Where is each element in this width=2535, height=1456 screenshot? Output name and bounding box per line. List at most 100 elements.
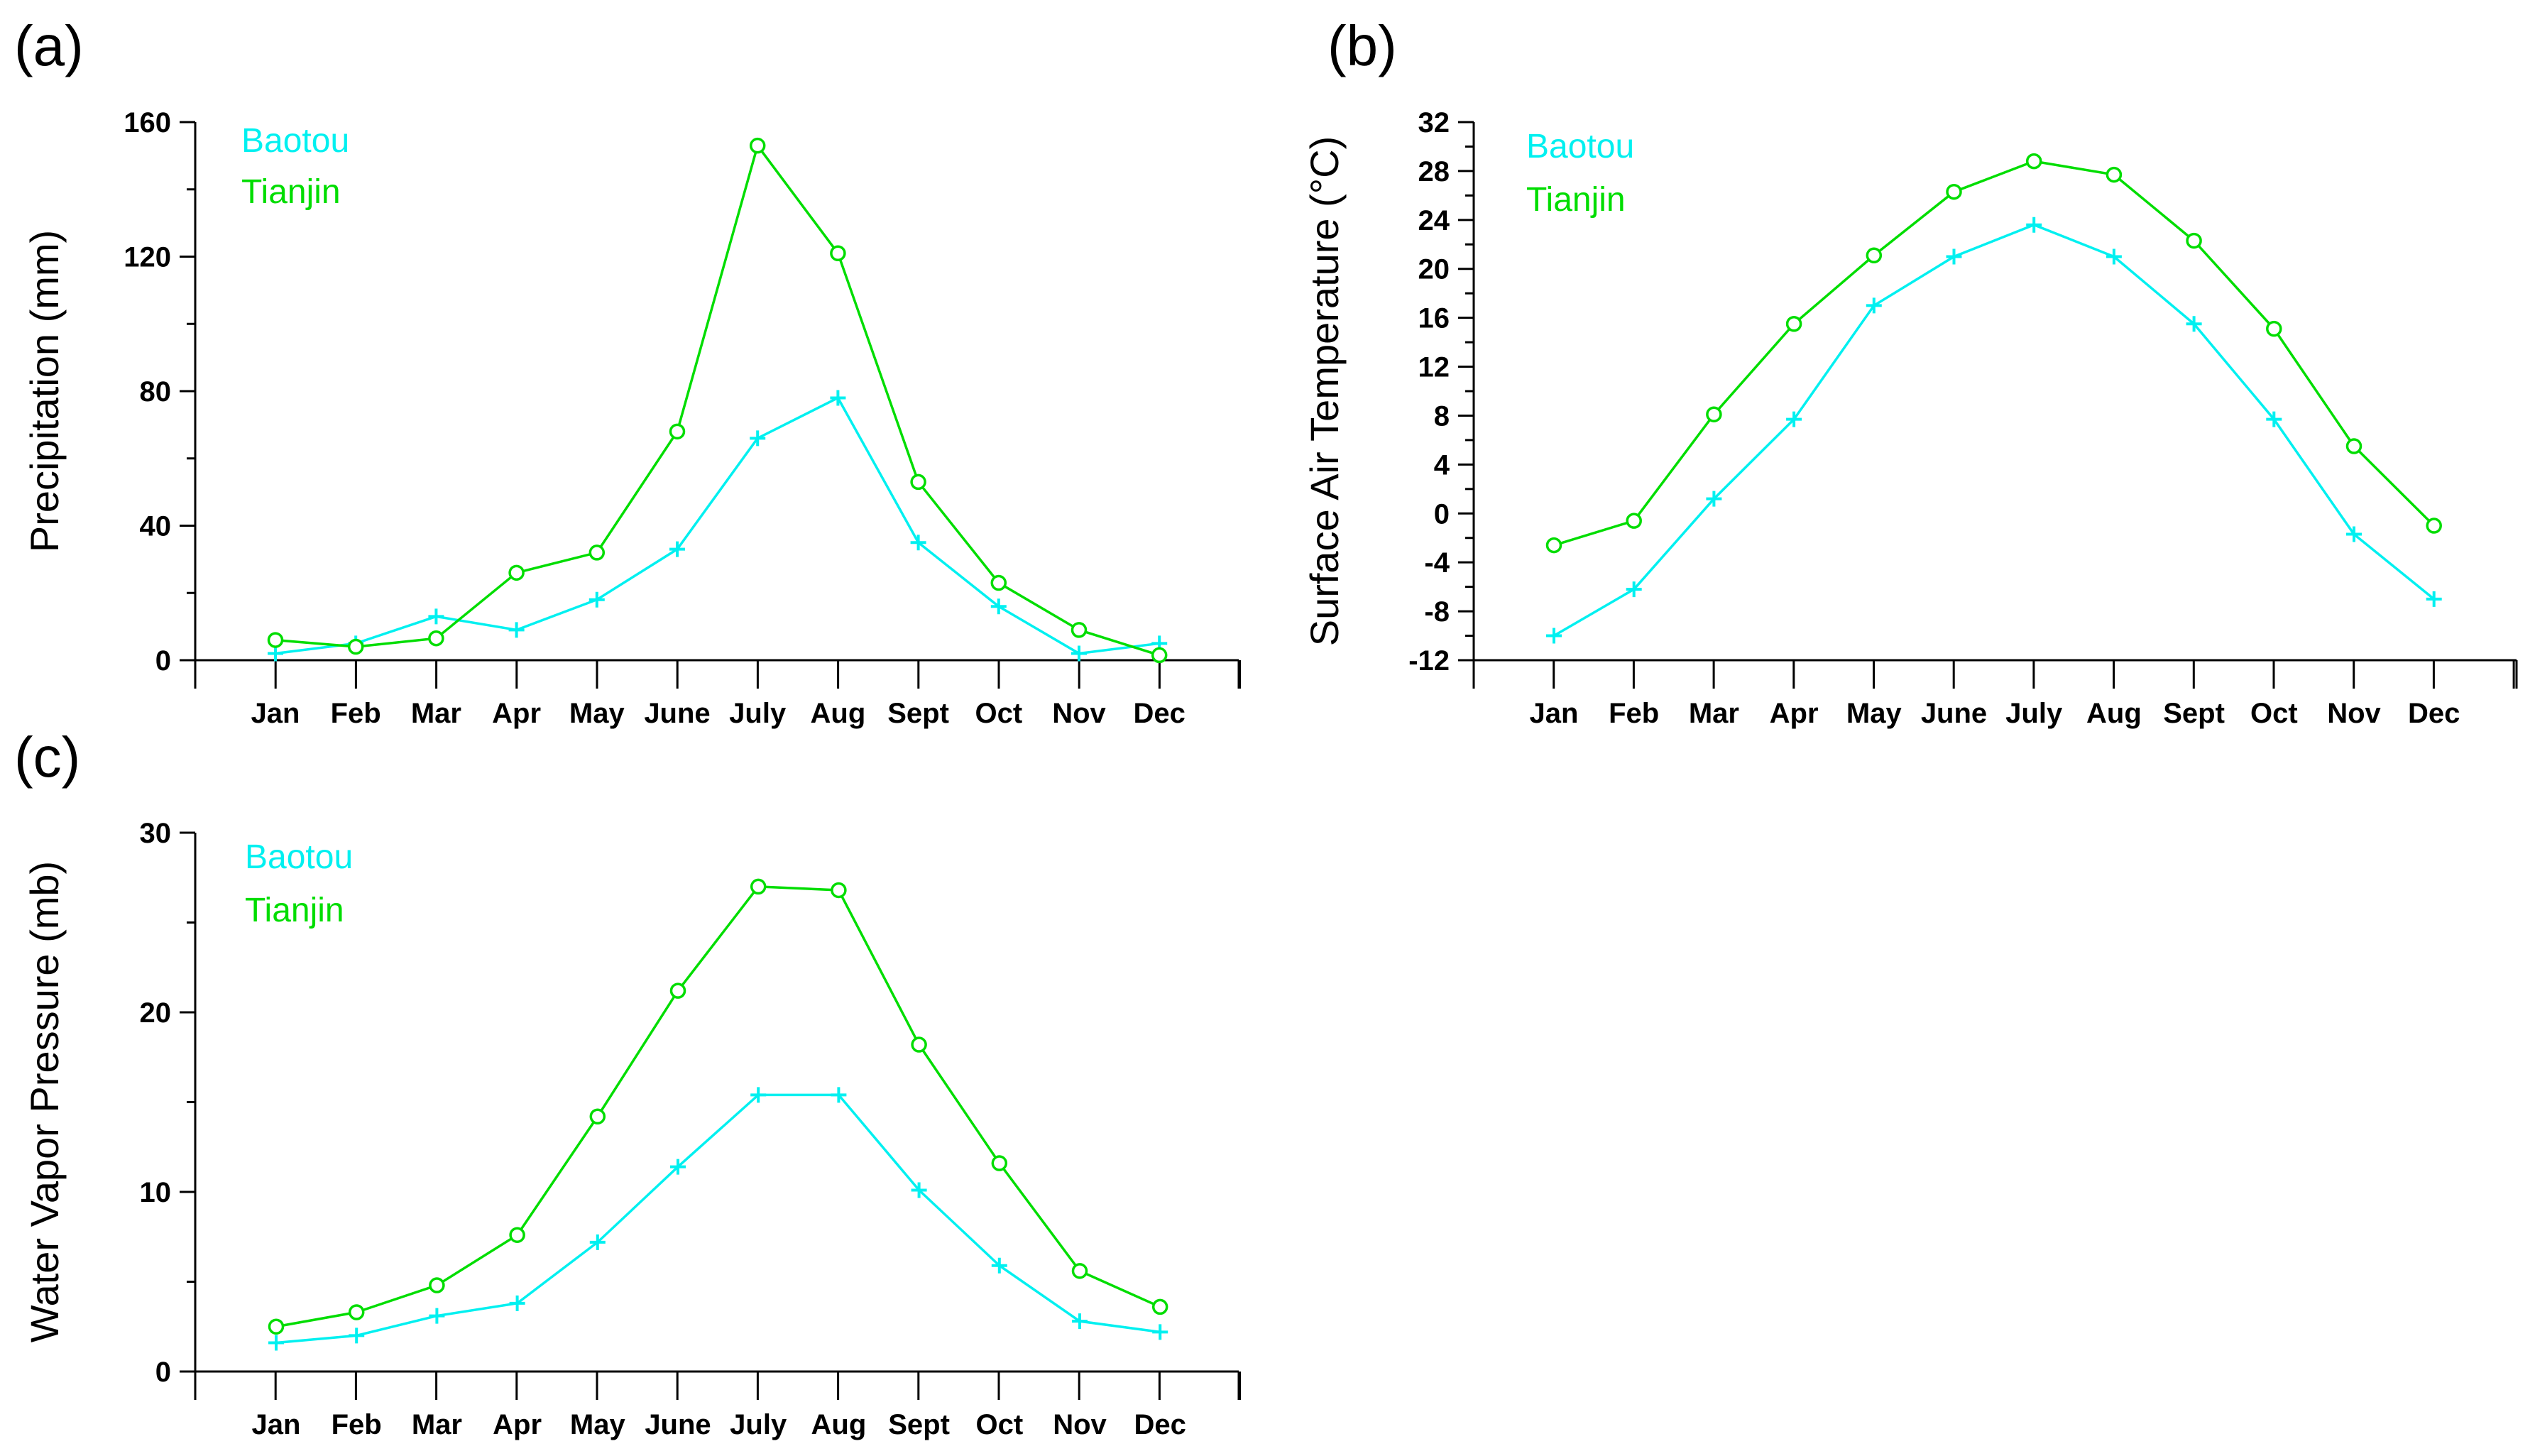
data-point-tianjin	[669, 982, 686, 999]
x-tick-label: Sept	[888, 1409, 950, 1440]
data-point-tianjin	[2025, 153, 2042, 170]
x-tick-label: Apr	[1770, 698, 1819, 729]
legend-entry: Tianjin	[241, 173, 341, 211]
y-tick-label: 16	[1418, 303, 1450, 334]
data-point-tianjin	[1866, 247, 1883, 264]
data-point-tianjin	[1626, 513, 1642, 529]
data-point-tianjin	[1946, 183, 1962, 200]
x-tick-label: Oct	[975, 1409, 1023, 1440]
x-tick-label: Sept	[2163, 698, 2225, 729]
panel-label: (a)	[14, 14, 84, 77]
data-point-baotou	[750, 430, 766, 447]
data-point-tianjin	[348, 1304, 365, 1320]
data-point-baotou	[508, 622, 525, 638]
y-tick-label: 120	[124, 242, 171, 273]
data-point-tianjin	[990, 574, 1007, 591]
data-point-baotou	[910, 535, 926, 551]
y-tick-label: 20	[1418, 254, 1450, 285]
data-point-baotou	[2346, 526, 2362, 542]
data-point-baotou	[1546, 628, 1562, 644]
x-tick-label: May	[1846, 698, 1902, 729]
data-point-baotou	[268, 645, 283, 662]
x-tick-label: Jan	[1530, 698, 1579, 729]
x-tick-label: Mar	[1689, 698, 1739, 729]
y-tick-label: 0	[155, 645, 171, 677]
data-point-baotou	[911, 1182, 927, 1198]
data-point-tianjin	[750, 878, 767, 895]
series-line-baotou	[275, 396, 1160, 655]
y-tick-label: 20	[140, 997, 172, 1029]
x-tick-label: July	[2005, 698, 2063, 729]
data-point-baotou	[669, 541, 685, 557]
data-point-tianjin	[2106, 166, 2123, 183]
y-tick-label: 4	[1434, 449, 1450, 481]
series-line-tianjin	[275, 143, 1160, 657]
panel-label: (b)	[1327, 14, 1397, 77]
legend-entry: Tianjin	[245, 892, 344, 929]
x-tick-label: May	[570, 1409, 626, 1440]
data-point-baotou	[268, 1335, 284, 1351]
data-point-baotou	[990, 598, 1007, 615]
y-axis-title: Water Vapor Pressure (mb)	[22, 861, 67, 1342]
x-tick-label: Dec	[2408, 698, 2460, 729]
data-point-baotou	[1071, 645, 1087, 662]
x-tick-label: July	[729, 698, 787, 729]
legend-entry: Tianjin	[1526, 181, 1626, 219]
y-tick-label: 28	[1418, 156, 1450, 187]
data-point-baotou	[589, 1234, 606, 1250]
y-tick-label: 8	[1434, 400, 1450, 432]
x-tick-label: June	[644, 698, 710, 729]
data-point-tianjin	[830, 245, 846, 262]
data-point-tianjin	[831, 882, 847, 899]
data-point-tianjin	[1151, 647, 1168, 664]
y-tick-label: -8	[1424, 596, 1450, 628]
data-point-tianjin	[2186, 232, 2202, 249]
x-tick-label: June	[1921, 698, 1987, 729]
data-point-baotou	[1866, 297, 1882, 314]
data-point-tianjin	[1545, 537, 1562, 554]
x-tick-label: Nov	[1053, 1409, 1107, 1440]
y-tick-label: 0	[155, 1357, 171, 1388]
x-tick-label: Dec	[1134, 1409, 1186, 1440]
y-tick-label: 32	[1418, 107, 1450, 138]
legend-entry: Baotou	[241, 122, 349, 160]
data-point-tianjin	[1706, 406, 1722, 422]
data-point-tianjin	[267, 632, 284, 648]
x-tick-label: Oct	[975, 698, 1022, 729]
data-point-baotou	[1626, 581, 1642, 598]
data-point-tianjin	[2426, 518, 2442, 534]
y-tick-label: -12	[1408, 645, 1450, 677]
y-tick-label: 24	[1418, 205, 1450, 236]
data-point-tianjin	[589, 1108, 606, 1124]
data-point-baotou	[349, 1328, 365, 1344]
x-tick-label: Apr	[492, 698, 541, 729]
data-point-baotou	[670, 1159, 686, 1175]
x-tick-label: Mar	[411, 698, 461, 729]
data-point-baotou	[831, 1087, 847, 1103]
data-point-tianjin	[509, 1227, 525, 1243]
data-point-tianjin	[508, 564, 525, 581]
data-point-tianjin	[910, 474, 926, 491]
data-point-baotou	[2026, 217, 2042, 233]
y-tick-label: 160	[124, 107, 171, 138]
x-tick-label: June	[645, 1409, 711, 1440]
data-point-tianjin	[2345, 438, 2362, 454]
x-tick-label: Dec	[1134, 698, 1186, 729]
panel-a: (a) 0 40 80 120 160 Jan Feb Mar Apr May June July Aug…	[14, 14, 1242, 729]
x-tick-label: Nov	[1052, 698, 1106, 729]
series-line-baotou	[275, 1093, 1161, 1345]
y-tick-label: 10	[140, 1177, 172, 1208]
data-point-baotou	[2186, 316, 2202, 332]
x-tick-label: Oct	[2250, 698, 2298, 729]
data-point-baotou	[2426, 591, 2442, 607]
x-tick-label: Aug	[811, 698, 866, 729]
x-tick-label: Sept	[887, 698, 949, 729]
data-point-tianjin	[1151, 1298, 1168, 1315]
y-tick-label: -4	[1424, 547, 1450, 579]
x-tick-label: May	[569, 698, 625, 729]
x-tick-label: Apr	[493, 1409, 542, 1440]
x-tick-label: Aug	[2086, 698, 2142, 729]
data-point-baotou	[1072, 1313, 1088, 1330]
data-point-tianjin	[429, 1277, 445, 1293]
